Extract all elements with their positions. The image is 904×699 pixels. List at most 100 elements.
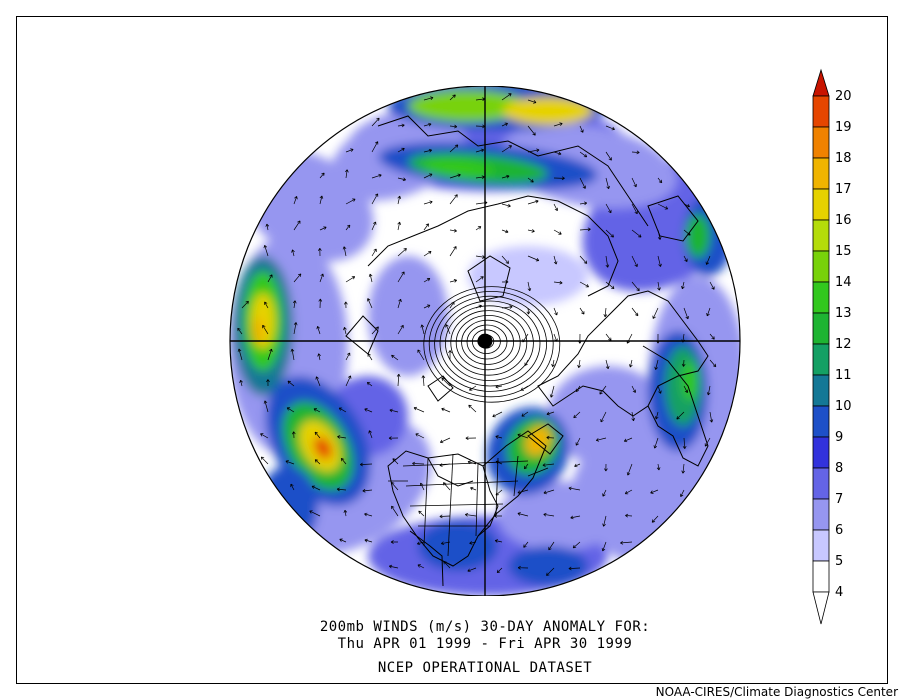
wind-arrow: [465, 436, 477, 441]
wind-arrow: [359, 462, 373, 467]
vortex-ring: [428, 291, 554, 398]
color-bar-swatch: [812, 343, 830, 376]
wind-arrow: [388, 564, 399, 569]
wind-arrow: [495, 435, 503, 439]
wind-arrow: [572, 541, 581, 549]
vortex-ring: [471, 329, 501, 355]
wind-arrow: [362, 488, 373, 493]
wind-arrow: [501, 93, 512, 101]
wind-arrow: [337, 435, 347, 439]
wind-arrow: [364, 408, 373, 413]
wind-arrow: [651, 515, 659, 523]
wind-arrow: [631, 255, 638, 268]
color-bar-swatch: [812, 126, 830, 159]
caption-line-1: 200mb WINDS (m/s) 30-DAY ANOMALY FOR:: [319, 619, 651, 635]
wind-arrow: [368, 430, 373, 439]
color-bar-tick-label: 17: [835, 182, 852, 197]
wind-arrow: [417, 564, 425, 569]
wind-arrow: [423, 278, 431, 283]
wind-arrow: [683, 229, 691, 236]
color-bar-swatch: [812, 405, 830, 438]
wind-arrow: [339, 538, 347, 543]
color-bar-swatch: [812, 374, 830, 407]
wind-arrow: [371, 248, 377, 257]
wind-arrow: [579, 151, 588, 158]
wind-arrow: [293, 220, 301, 231]
wind-arrow: [449, 144, 459, 153]
wind-arrow: [600, 411, 607, 423]
wind-arrow: [543, 489, 555, 495]
wind-arrow: [631, 177, 637, 188]
anomaly-maximum: [313, 436, 333, 460]
wind-arrow: [683, 385, 689, 393]
wind-arrow: [704, 437, 711, 447]
wind-arrow: [626, 463, 633, 476]
wind-arrow: [657, 229, 662, 240]
color-bar-bottom-arrow: [812, 591, 830, 625]
wind-arrow: [683, 255, 688, 262]
wind-arrow: [371, 173, 382, 179]
wind-arrow: [575, 385, 581, 392]
vortex-ring: [455, 315, 521, 371]
wind-arrow: [683, 203, 690, 208]
wind-arrow: [602, 489, 607, 497]
wind-arrow: [263, 244, 269, 257]
color-bar-tick-label: 12: [835, 337, 852, 352]
wind-arrow: [260, 456, 269, 465]
wind-arrow: [542, 463, 555, 467]
wind-arrow: [631, 203, 638, 215]
wind-arrow: [420, 324, 425, 335]
wind-arrow: [440, 541, 451, 546]
wind-arrow: [291, 431, 296, 439]
wind-arrow: [416, 541, 425, 546]
wind-arrow: [495, 489, 503, 496]
wind-arrow: [517, 512, 529, 517]
wind-arrow: [319, 195, 324, 205]
wind-arrow: [657, 385, 662, 394]
wind-arrow: [546, 411, 555, 416]
wind-arrow: [263, 400, 269, 413]
wind-arrow: [241, 300, 249, 309]
wind-arrow: [367, 353, 373, 361]
color-bar-tick-label: 9: [835, 430, 844, 445]
wind-arrow: [266, 379, 270, 387]
wind-arrow: [501, 280, 509, 284]
color-bar-swatch: [812, 529, 830, 562]
wind-arrow: [605, 151, 612, 161]
color-bar-tick-label: 18: [835, 151, 852, 166]
vortex-ring: [439, 300, 541, 387]
wind-arrow: [631, 307, 639, 317]
wind-arrow: [449, 228, 457, 233]
wind-arrow: [605, 229, 614, 238]
wind-arrow: [345, 148, 354, 153]
color-bar-tick-label: 6: [835, 523, 844, 538]
color-bar-tick-label: 4: [835, 585, 844, 600]
wind-arrow: [605, 281, 615, 289]
vortex-ring: [434, 295, 548, 392]
wind-arrow: [705, 255, 711, 265]
wind-arrow: [495, 460, 503, 465]
wind-arrow: [475, 226, 482, 231]
wind-arrow: [656, 463, 661, 471]
wind-arrow: [631, 150, 640, 155]
wind-arrow: [368, 273, 373, 283]
wind-arrow: [631, 411, 635, 422]
wind-arrow: [602, 515, 607, 527]
wind-arrow: [423, 122, 432, 127]
anomaly-maximum: [682, 361, 698, 401]
wind-arrow: [553, 151, 562, 156]
color-bar-top-arrow: [812, 68, 830, 97]
wind-arrow: [314, 431, 321, 439]
wind-arrow: [285, 460, 295, 465]
map-boundary: [229, 86, 741, 596]
wind-arrow: [605, 255, 610, 268]
wind-arrow: [343, 326, 347, 335]
wind-arrow: [599, 385, 607, 395]
color-bar-tick-label: 16: [835, 213, 852, 228]
wind-arrow: [366, 381, 373, 387]
wind-arrow: [449, 94, 456, 101]
wind-arrow: [574, 463, 581, 468]
wind-arrow: [345, 276, 356, 283]
polar-wind-map: [229, 86, 741, 596]
anomaly-maximum: [258, 466, 318, 546]
